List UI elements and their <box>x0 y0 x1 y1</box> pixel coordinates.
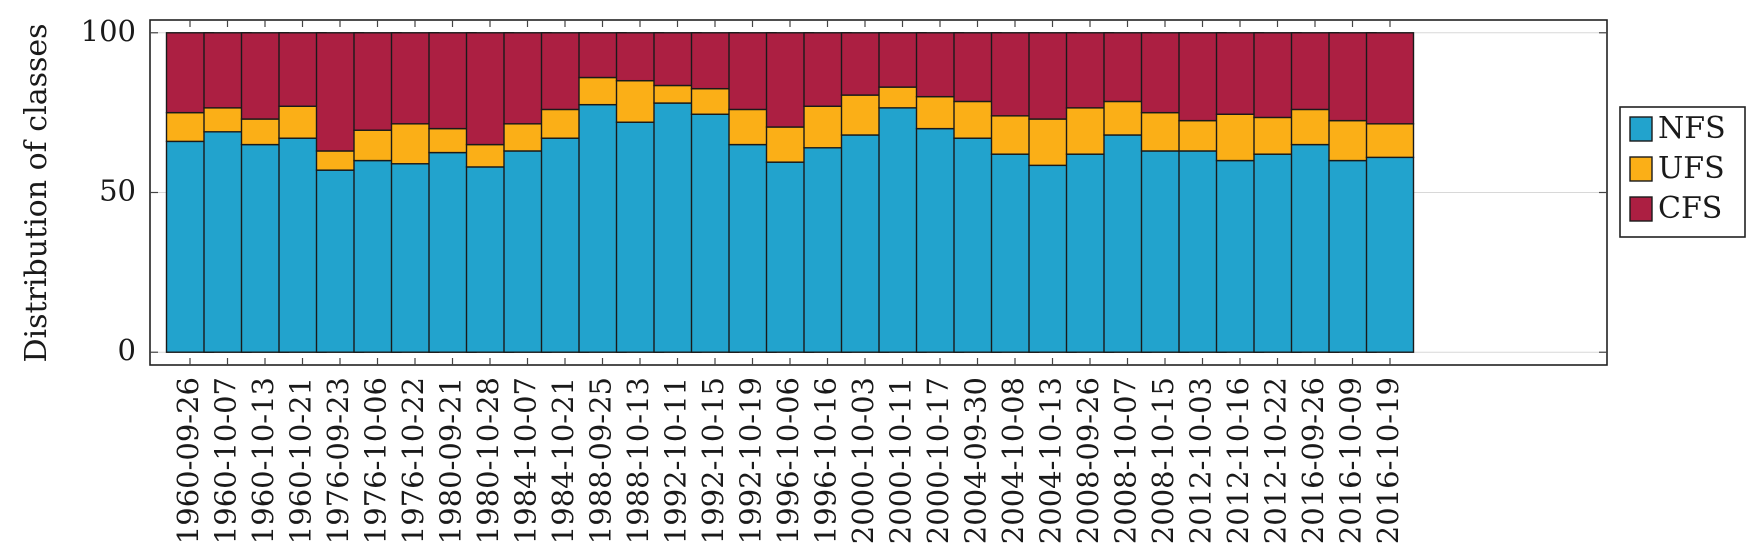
x-tick-label: 2016-10-09 <box>1334 377 1368 544</box>
x-tick-label: 2008-10-15 <box>1146 377 1180 544</box>
x-tick-label: 1992-10-11 <box>659 377 693 544</box>
x-tick-label: 2000-10-11 <box>884 377 918 544</box>
legend-label-ufs: UFS <box>1658 151 1725 186</box>
legend-label-cfs: CFS <box>1658 191 1722 226</box>
y-tick-label: 0 <box>118 333 136 367</box>
x-tick-label: 2008-09-26 <box>1071 377 1105 544</box>
x-tick-label: 1960-10-13 <box>246 377 280 544</box>
x-tick-label: 1960-10-21 <box>284 377 318 544</box>
x-tick-label: 2004-10-08 <box>996 377 1030 544</box>
x-tick-label: 1992-10-15 <box>696 377 730 544</box>
x-tick-label: 1996-10-16 <box>809 377 843 544</box>
bars <box>165 32 1415 353</box>
x-tick-label: 2012-10-16 <box>1221 377 1255 544</box>
x-tick-label: 1992-10-19 <box>734 377 768 544</box>
x-tick-label: 2004-10-13 <box>1034 377 1068 544</box>
x-tick-label: 1984-10-21 <box>546 377 580 544</box>
x-tick-label: 1960-10-07 <box>209 377 243 544</box>
x-tick-label: 2012-10-03 <box>1184 377 1218 544</box>
bar-ufs-2016-10-19 <box>1365 123 1415 159</box>
x-tick-label: 2004-09-30 <box>959 377 993 544</box>
legend-swatch-cfs <box>1629 196 1653 222</box>
bar-nfs-2016-10-19 <box>1365 156 1415 353</box>
x-tick-label: 1976-10-06 <box>359 377 393 544</box>
x-tick-label: 1976-09-23 <box>321 377 355 544</box>
y-tick-label: 100 <box>81 14 136 48</box>
y-tick-label: 50 <box>99 174 136 208</box>
bar-cfs-2016-10-19 <box>1365 32 1415 125</box>
x-tick-label: 1996-10-06 <box>771 377 805 544</box>
x-tick-label: 1988-09-25 <box>584 377 618 544</box>
legend-label-nfs: NFS <box>1658 111 1726 146</box>
x-tick-label: 1988-10-13 <box>621 377 655 544</box>
legend: NFS UFS CFS <box>1619 106 1746 238</box>
x-tick-label: 1984-10-07 <box>509 377 543 544</box>
x-tick-label: 2000-10-03 <box>846 377 880 544</box>
x-tick-label: 2012-10-22 <box>1259 377 1293 544</box>
y-axis: 0 50 100 <box>81 14 1607 367</box>
y-axis-label: Distribution of classes <box>19 23 54 362</box>
x-tick-label: 2000-10-17 <box>921 377 955 544</box>
x-tick-label: 2016-09-26 <box>1296 377 1330 544</box>
x-tick-label: 1980-10-28 <box>471 377 505 544</box>
x-axis: 1960-09-26 1960-10-07 1960-10-13 1960-10-21… <box>171 20 1405 544</box>
x-tick-label: 1960-09-26 <box>171 377 205 544</box>
x-tick-label: 2016-10-19 <box>1371 377 1405 544</box>
legend-swatch-ufs <box>1629 156 1653 182</box>
x-tick-label: 1976-10-22 <box>396 377 430 544</box>
legend-swatch-nfs <box>1629 116 1653 142</box>
x-tick-label: 2008-10-07 <box>1109 377 1143 544</box>
x-tick-label: 1980-09-21 <box>434 377 468 544</box>
